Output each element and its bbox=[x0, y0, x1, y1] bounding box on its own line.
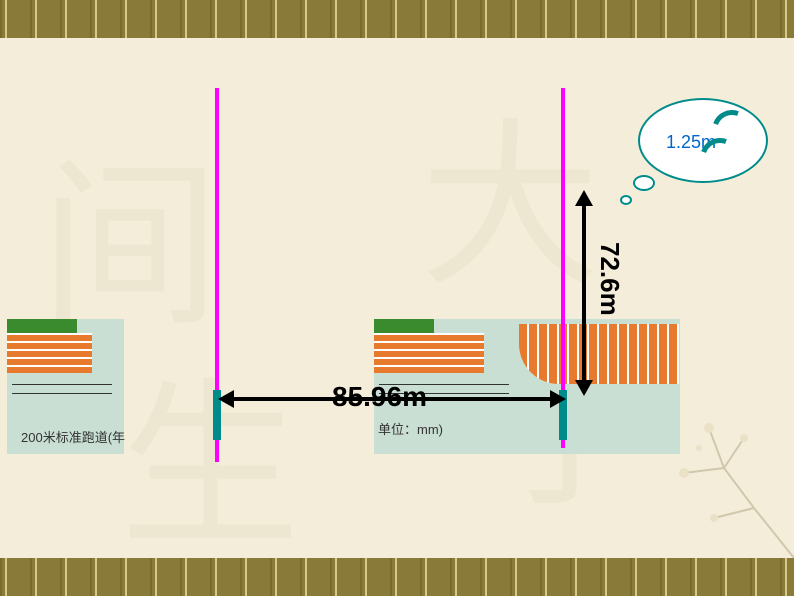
horizontal-dimension-label: 85.96m bbox=[332, 381, 427, 413]
watermark: 大 bbox=[420, 60, 600, 321]
watermark: 生 bbox=[120, 320, 300, 581]
bubble-tail-icon bbox=[633, 175, 655, 191]
vertical-dimension-label: 72.6m bbox=[594, 242, 625, 316]
track-caption-left: 200米标准跑道(年 bbox=[21, 427, 125, 446]
decorative-border-top bbox=[0, 0, 794, 38]
vertical-dimension-arrow bbox=[582, 204, 586, 382]
track-thumbnail-left: 200米标准跑道(年 bbox=[7, 319, 124, 454]
bubble-tail-icon bbox=[620, 195, 632, 205]
track-caption-right: 单位：mm) bbox=[378, 419, 443, 438]
decorative-border-bottom bbox=[0, 558, 794, 596]
lane-width-callout: 1.25m bbox=[638, 98, 768, 183]
